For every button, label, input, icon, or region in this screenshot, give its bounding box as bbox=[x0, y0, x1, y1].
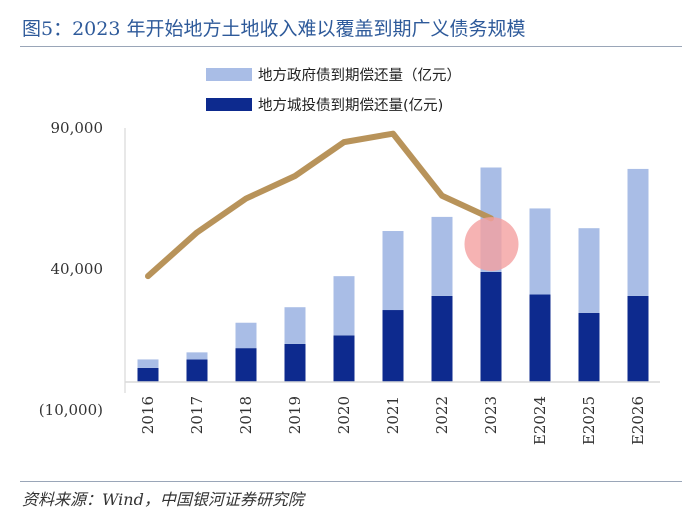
bar-lgfv-2017 bbox=[186, 359, 208, 382]
y-tick-1: 40,000 bbox=[51, 260, 104, 278]
source-note: 资料来源：Wind，中国银河证券研究院 bbox=[22, 490, 304, 509]
bar-lgfv-2020 bbox=[333, 335, 355, 382]
x-tick-2022: 2022 bbox=[433, 396, 451, 434]
land-revenue-line bbox=[145, 130, 494, 280]
bar-gov-2017 bbox=[186, 352, 208, 360]
y-tick-labels: 90,000 40,000 (10,000) bbox=[39, 119, 103, 419]
x-tick-2023: 2023 bbox=[482, 396, 500, 434]
x-tick-2017: 2017 bbox=[188, 396, 206, 434]
bar-lgfv-2018 bbox=[235, 348, 257, 382]
source-divider bbox=[20, 481, 682, 482]
bar-gov-2021 bbox=[382, 231, 404, 311]
legend: 地方政府债到期偿还量（亿元） 地方城投债到期偿还量(亿元) bbox=[206, 67, 461, 114]
bar-lgfv-2016 bbox=[137, 367, 159, 382]
bar-lgfv-E2026 bbox=[627, 295, 649, 382]
x-tick-2021: 2021 bbox=[384, 396, 402, 434]
bar-lgfv-2019 bbox=[284, 343, 306, 382]
bar-lgfv-E2024 bbox=[529, 294, 551, 382]
legend-label-lgfv-debt: 地方城投债到期偿还量(亿元) bbox=[258, 97, 443, 114]
x-tick-2019: 2019 bbox=[286, 396, 304, 434]
bar-gov-E2025 bbox=[578, 228, 600, 313]
x-tick-labels: 2016 2017 2018 2019 2020 2021 2022 2023 E2024 E20… bbox=[139, 396, 647, 445]
legend-swatch-lgfv-debt bbox=[206, 98, 252, 111]
x-tick-E2025: E2025 bbox=[580, 396, 598, 445]
bar-lgfv-2022 bbox=[431, 295, 453, 382]
x-tick-2020: 2020 bbox=[335, 396, 353, 434]
bar-lgfv-E2025 bbox=[578, 312, 600, 382]
bar-gov-2019 bbox=[284, 307, 306, 344]
y-tick-0: 90,000 bbox=[51, 119, 104, 137]
bar-gov-2020 bbox=[333, 276, 355, 336]
y-tick-2: (10,000) bbox=[39, 401, 103, 419]
bar-gov-2022 bbox=[431, 216, 453, 296]
highlight-circle bbox=[464, 217, 519, 272]
bar-gov-E2026 bbox=[627, 168, 649, 296]
chart-title: 图5：2023 年开始地方土地收入难以覆盖到期广义债务规模 bbox=[22, 18, 526, 40]
bar-gov-2018 bbox=[235, 322, 257, 349]
x-tick-2016: 2016 bbox=[139, 396, 157, 434]
bar-lgfv-2021 bbox=[382, 310, 404, 382]
legend-label-gov-debt: 地方政府债到期偿还量（亿元） bbox=[258, 67, 461, 84]
x-tick-E2024: E2024 bbox=[531, 396, 549, 445]
bar-gov-2016 bbox=[137, 359, 159, 368]
x-tick-2018: 2018 bbox=[237, 396, 255, 434]
bar-lgfv-2023 bbox=[480, 271, 502, 382]
bar-gov-E2024 bbox=[529, 208, 551, 295]
bars-layer bbox=[137, 167, 649, 382]
x-tick-E2026: E2026 bbox=[629, 396, 647, 445]
title-divider bbox=[20, 46, 682, 47]
legend-swatch-gov-debt bbox=[206, 68, 252, 81]
